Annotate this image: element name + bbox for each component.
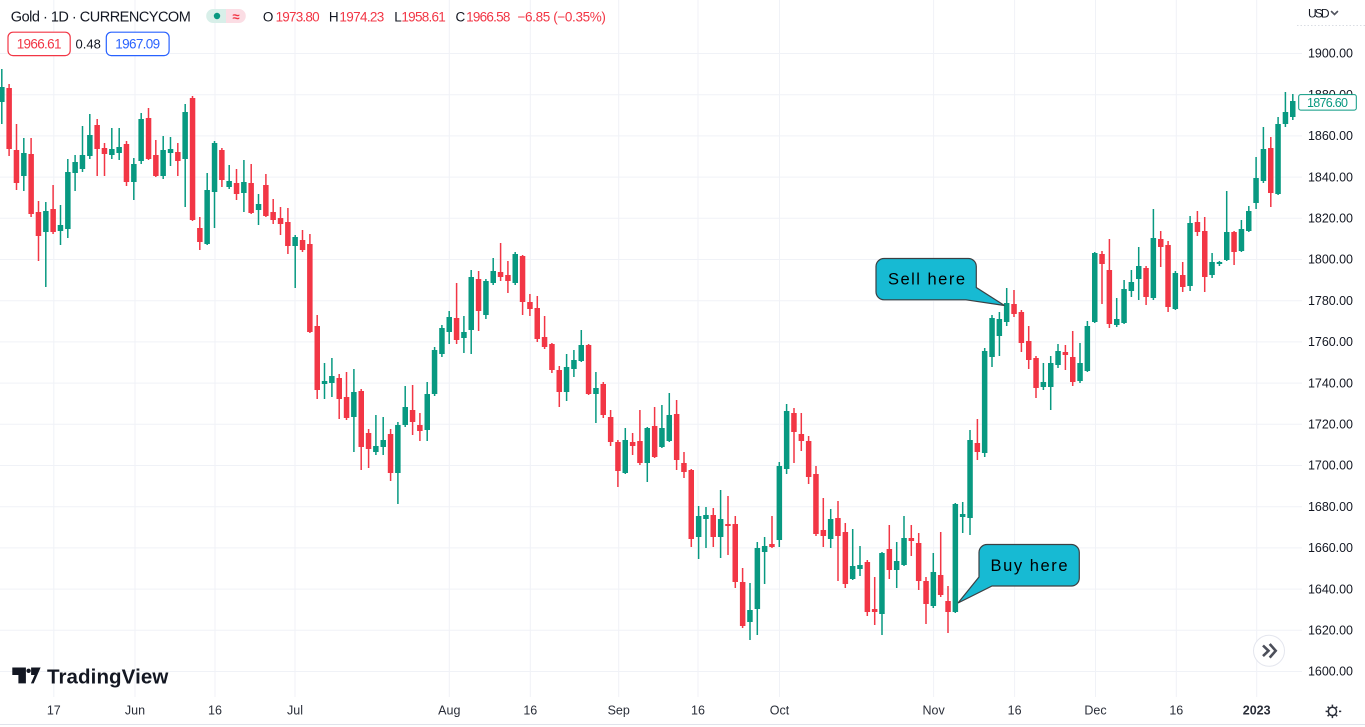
svg-text:1780.00: 1780.00 (1308, 294, 1353, 308)
svg-text:1740.00: 1740.00 (1308, 376, 1353, 390)
svg-text:1760.00: 1760.00 (1308, 335, 1353, 349)
svg-text:−6.85 (−0.35%): −6.85 (−0.35%) (518, 10, 606, 25)
svg-text:Buy here: Buy here (991, 557, 1068, 575)
svg-text:L: L (394, 10, 402, 25)
svg-text:1620.00: 1620.00 (1308, 624, 1353, 638)
svg-text:16: 16 (523, 704, 537, 718)
svg-text:1640.00: 1640.00 (1308, 582, 1353, 596)
svg-text:17: 17 (47, 704, 61, 718)
svg-text:C: C (456, 10, 466, 25)
svg-text:0.48: 0.48 (76, 37, 101, 52)
svg-text:Oct: Oct (770, 704, 790, 718)
svg-text:1967.09: 1967.09 (115, 37, 160, 52)
svg-text:1800.00: 1800.00 (1308, 253, 1353, 267)
svg-text:16: 16 (1008, 704, 1022, 718)
svg-text:1660.00: 1660.00 (1308, 541, 1353, 555)
svg-text:Sep: Sep (608, 704, 630, 718)
svg-text:O: O (263, 10, 274, 25)
svg-text:1900.00: 1900.00 (1308, 47, 1353, 61)
svg-text:1973.80: 1973.80 (276, 10, 320, 25)
svg-text:1966.61: 1966.61 (17, 37, 62, 52)
svg-text:Gold · 1D · CURRENCYCOM: Gold · 1D · CURRENCYCOM (11, 10, 191, 26)
svg-text:H: H (329, 10, 339, 25)
svg-text:1974.23: 1974.23 (339, 10, 384, 25)
svg-text:16: 16 (1169, 704, 1183, 718)
svg-text:2023: 2023 (1243, 704, 1271, 718)
svg-text:Jul: Jul (287, 704, 303, 718)
svg-text:USD: USD (1308, 7, 1330, 21)
svg-text:Nov: Nov (922, 704, 945, 718)
svg-text:1700.00: 1700.00 (1308, 459, 1353, 473)
svg-text:1680.00: 1680.00 (1308, 500, 1353, 514)
svg-text:1840.00: 1840.00 (1308, 170, 1353, 184)
svg-text:Aug: Aug (438, 704, 460, 718)
svg-text:16: 16 (208, 704, 222, 718)
svg-text:1958.61: 1958.61 (401, 10, 445, 25)
svg-text:1860.00: 1860.00 (1308, 129, 1353, 143)
svg-text:1820.00: 1820.00 (1308, 212, 1353, 226)
svg-text:1720.00: 1720.00 (1308, 418, 1353, 432)
svg-text:16: 16 (691, 704, 705, 718)
svg-text:1966.58: 1966.58 (466, 10, 510, 25)
svg-text:≈: ≈ (232, 9, 239, 24)
svg-text:TradingView: TradingView (47, 666, 168, 689)
svg-text:Dec: Dec (1084, 704, 1106, 718)
svg-text:Jun: Jun (125, 704, 145, 718)
svg-text:1600.00: 1600.00 (1308, 665, 1353, 679)
svg-text:1876.60: 1876.60 (1307, 96, 1348, 110)
